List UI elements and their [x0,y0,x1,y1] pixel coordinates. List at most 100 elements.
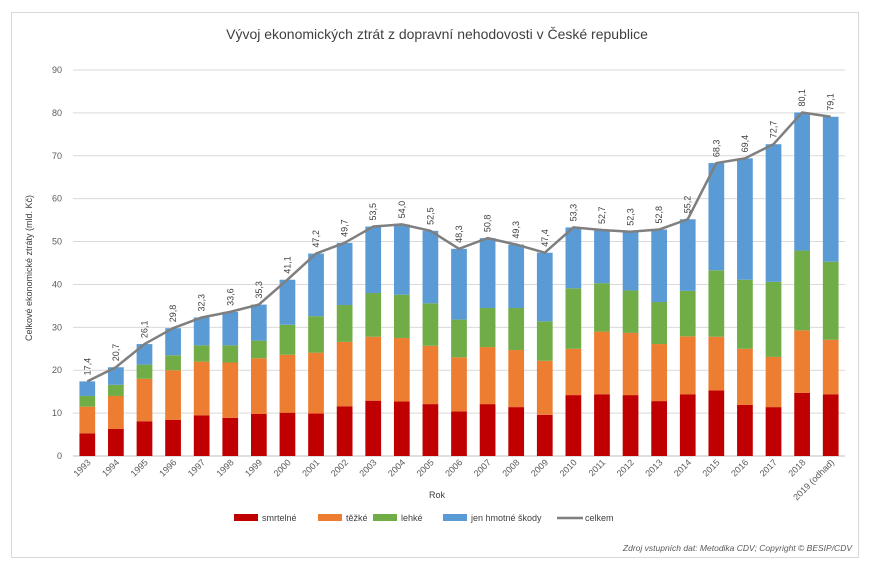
bar-segment [594,394,610,456]
bar-segment [108,384,124,396]
x-tick-label: 1996 [157,457,178,478]
bar-segment [708,163,725,271]
bar-segment [679,219,696,291]
bar-segment [565,288,582,349]
bar-segment [393,401,410,456]
bar-segment [165,355,181,371]
bar-segment [365,336,382,401]
data-label: 69,4 [740,135,750,153]
x-axis-ticks: 1993 1994 1995 1996 1997 1998 1999 2000 2001 2002… [71,457,836,502]
bar-segment [108,428,124,456]
y-tick-label: 80 [52,108,62,118]
bar-segment [365,293,382,337]
x-tick-label: 2001 [300,457,321,478]
x-tick-label: 1993 [71,457,92,478]
bar-segment [422,230,439,304]
bar-segment [308,352,324,414]
bar-segment [279,324,296,355]
bar-segment [193,361,210,416]
bar-segment [794,330,810,393]
bar-segment [651,302,668,345]
bar-segment [737,348,753,405]
bar-segment [765,356,782,408]
bar-segment [622,395,639,456]
bar-segment [508,308,525,351]
bar-segment [422,404,439,456]
bar-segment [822,339,839,395]
legend-label: těžké [346,513,368,523]
legend-label: lehké [401,513,423,523]
bar-segment [536,321,553,361]
data-label: 55,2 [683,196,693,214]
x-tick-label: 2013 [643,457,664,478]
bar-segment [393,224,410,295]
data-label: 50,8 [483,215,493,233]
bar-segment [451,411,467,456]
bar-segment [765,407,782,456]
x-tick-label: 2007 [472,457,493,478]
y-tick-label: 40 [52,279,62,289]
bar-segment [108,395,124,429]
data-label: 48,3 [454,225,464,243]
x-tick-label: 2016 [729,457,750,478]
bar-segment [508,350,525,408]
legend-swatch [318,514,342,521]
data-label: 53,3 [568,204,578,222]
data-label: 49,7 [340,219,350,237]
data-label: 17,4 [82,358,92,376]
bar-segment [136,344,153,365]
y-tick-label: 30 [52,322,62,332]
data-label: 52,8 [654,206,664,224]
bars-group [79,112,839,456]
x-axis-label: Rok [429,490,446,500]
bar-segment [565,348,582,396]
legend-swatch [234,514,258,521]
bar-segment [250,340,267,359]
bar-segment [336,242,353,306]
bar-segment [765,281,782,357]
chart-title: Vývoj ekonomických ztrát z dopravní neho… [226,26,648,42]
bar-segment [651,229,668,303]
x-tick-label: 2018 [786,457,807,478]
data-label: 80,1 [797,89,807,107]
bar-segment [79,406,96,434]
legend-swatch [443,514,467,521]
y-tick-label: 50 [52,237,62,247]
y-tick-label: 60 [52,194,62,204]
x-tick-label: 2017 [758,457,779,478]
data-label: 49,3 [511,221,521,239]
bar-segment [794,112,810,251]
data-label: 32,3 [197,294,207,312]
bar-segment [536,360,553,415]
bar-segment [279,412,296,456]
y-tick-label: 70 [52,151,62,161]
bar-segment [79,395,96,407]
data-label: 52,7 [597,206,607,224]
bar-segment [136,364,153,379]
legend: smrtelné těžké lehké jen hmotné škody celkem [234,513,614,523]
bar-segment [308,253,324,317]
bar-segment [222,311,239,346]
data-label: 26,1 [139,321,149,339]
y-tick-label: 90 [52,65,62,75]
bar-segment [536,414,553,456]
legend-swatch [373,514,397,521]
bar-segment [622,290,639,333]
bar-segment [822,261,839,340]
bar-segment [451,357,467,412]
data-label: 72,7 [769,121,779,139]
x-tick-label: 2014 [672,457,693,478]
legend-label: smrtelné [262,513,297,523]
data-label: 68,3 [711,140,721,158]
x-tick-label: 2002 [329,457,350,478]
bar-segment [794,392,810,456]
y-axis-label: Celkové ekonomické ztráty (mld. Kč) [24,195,34,341]
x-tick-label: 2004 [386,457,407,478]
bar-segment [679,394,696,456]
bar-segment [536,252,553,322]
chart-frame: Vývoj ekonomických ztrát z dopravní neho… [11,12,859,558]
data-label: 54,0 [397,201,407,219]
bar-segment [765,144,782,282]
bar-segment [565,227,582,289]
x-tick-label: 2011 [587,457,608,478]
